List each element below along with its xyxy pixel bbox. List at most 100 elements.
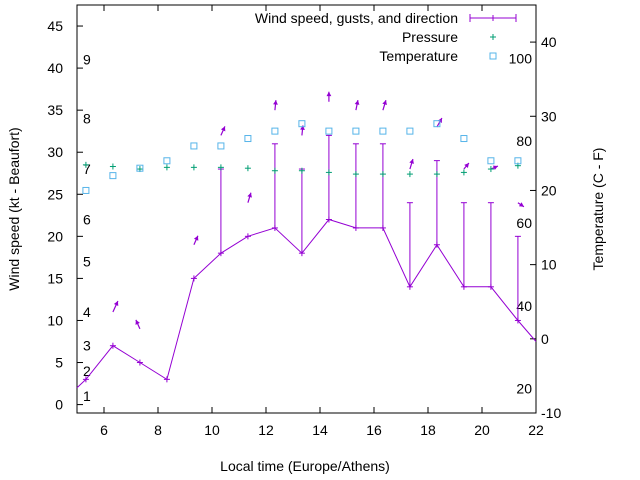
pressure-point [460,169,467,176]
temperature-point [109,172,117,180]
y-tick-label: 30 [47,144,63,160]
y-tick-label: 20 [47,228,63,244]
arrow-head [464,163,469,168]
beaufort-label: 3 [83,338,91,354]
x-tick-label: 16 [366,422,382,438]
fahrenheit-label: 40 [516,298,532,314]
beaufort-label: 2 [83,363,91,379]
x-tick-label: 22 [528,422,544,438]
x-tick-label: 18 [420,422,436,438]
arrow-head [492,165,498,170]
y-tick-label: 10 [47,312,63,328]
wind-point [109,342,116,349]
wind-direction-arrow [247,192,252,203]
y2-axis-label: Temperature (C - F) [590,148,606,271]
arrow-head [135,319,140,325]
fahrenheit-label: 20 [516,381,532,397]
y-axis-label: Wind speed (kt - Beaufort) [6,127,22,290]
pressure-point [244,165,251,172]
legend: Wind speed, gusts, and direction Pressure… [255,10,517,64]
y-tick-label: 5 [55,355,63,371]
y-tick-label: 25 [47,186,63,202]
arrow-head [193,235,199,241]
pressure-point [190,164,197,171]
wind-direction-arrow [517,202,525,208]
fahrenheit-label: 80 [516,133,532,149]
pressure-point [406,171,413,178]
arrow-head [326,91,332,97]
wind-direction-arrow [135,319,141,330]
x-tick-label: 10 [204,422,220,438]
arrow-head [409,159,414,164]
temperature-point [136,164,144,172]
wind-direction-arrow [112,300,119,313]
y-tick-label: 35 [47,102,63,118]
wind-direction-arrow [382,99,387,111]
temperature-point [487,157,495,165]
temperature-point [217,142,225,150]
temperature-point [163,157,171,165]
pressure-point [109,163,116,170]
x-axis-label: Local time (Europe/Athens) [220,458,390,474]
wind-direction-arrow [220,126,226,136]
pressure-point [379,171,386,178]
wind-direction-arrow [193,235,199,245]
pressure-point [271,167,278,174]
pressure-point [217,164,224,171]
plot-area [76,4,537,414]
pressure-point [487,166,494,173]
arrow-head [220,126,226,132]
arrow-head [300,125,305,130]
temperature-point [298,120,306,128]
y-tick-label: 40 [47,60,63,76]
temperature-point [82,186,90,194]
y2-tick-label: 40 [541,34,557,50]
pressure-point [352,171,359,178]
wind-direction-arrow [409,158,414,170]
temperature-point [433,120,441,128]
beaufort-label: 9 [83,52,91,68]
y2-tick-label: 10 [541,257,557,273]
temperature-point [514,157,522,165]
beaufort-label: 1 [83,388,91,404]
arrow-head [354,100,360,105]
temperature-point [190,142,198,150]
y-tick-label: 45 [47,18,63,34]
beaufort-label: 4 [83,304,91,320]
wind-direction-arrow [354,100,360,111]
pressure-point [298,167,305,174]
legend-label-pressure: Pressure [402,29,458,45]
legend-label-wind: Wind speed, gusts, and direction [255,10,458,26]
x-tick-label: 20 [474,422,490,438]
temperature-point [460,135,468,143]
x-tick-label: 8 [154,422,162,438]
wind-direction-arrow [273,100,278,111]
legend-label-temperature: Temperature [379,48,458,64]
arrow-head [247,192,252,198]
fahrenheit-label: 60 [516,215,532,231]
temperature-point [379,127,387,135]
x-tick-label: 12 [258,422,274,438]
beaufort-label: 5 [83,254,91,270]
wind-point [190,275,197,282]
plot-border [76,4,537,414]
pressure-point [82,161,89,168]
arrow-head [113,301,119,307]
wind-speed-line [76,218,537,389]
fahrenheit-label: 100 [509,50,533,66]
wind-direction-arrow [463,162,470,170]
x-tick-label: 6 [100,422,108,438]
y2-tick-label: -10 [541,405,561,421]
temperature-point [352,127,360,135]
wind-direction-arrow [326,91,332,102]
beaufort-label: 6 [83,212,91,228]
beaufort-label: 7 [83,161,91,177]
y2-tick-label: 30 [541,108,557,124]
pressure-point [433,171,440,178]
wind-point [244,233,251,240]
y-tick-label: 0 [55,397,63,413]
pressure-point [163,164,170,171]
wind-point [163,376,170,383]
temperature-point [271,127,279,135]
